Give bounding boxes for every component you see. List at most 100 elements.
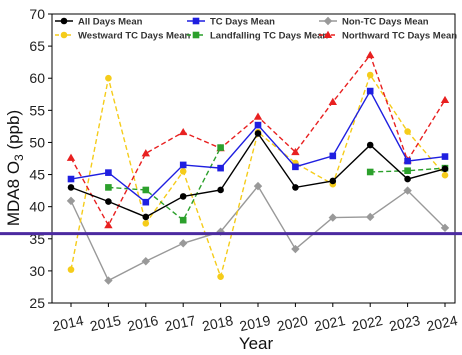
legend-swatch-marker bbox=[192, 17, 200, 25]
data-point bbox=[441, 165, 449, 173]
legend-entry: TC Days Mean bbox=[187, 17, 275, 28]
data-point bbox=[441, 171, 449, 179]
data-point bbox=[254, 130, 262, 137]
plot-frame bbox=[51, 13, 456, 304]
data-point bbox=[66, 196, 76, 206]
x-tick-label: 2018 bbox=[201, 312, 235, 334]
x-tick-label: 2017 bbox=[163, 312, 197, 334]
data-point bbox=[142, 186, 150, 194]
series-line bbox=[108, 147, 222, 222]
legend-entry: Non-TC Days Mean bbox=[319, 17, 429, 28]
data-point bbox=[329, 152, 337, 160]
y-tick-label: 25 bbox=[29, 295, 45, 311]
data-point bbox=[253, 181, 263, 191]
data-point bbox=[105, 198, 112, 205]
data-point bbox=[142, 220, 150, 227]
data-point bbox=[404, 175, 411, 183]
data-point bbox=[105, 74, 112, 82]
data-point bbox=[404, 157, 411, 165]
data-point bbox=[440, 95, 450, 104]
legend-label: TC Days Mean bbox=[210, 17, 275, 28]
data-point bbox=[141, 257, 150, 266]
data-point bbox=[67, 184, 75, 191]
x-axis-title: Year bbox=[239, 334, 274, 353]
data-point bbox=[67, 266, 75, 273]
data-point bbox=[105, 184, 112, 191]
data-point bbox=[217, 144, 224, 151]
data-point bbox=[104, 221, 113, 229]
x-axis-ticks: 2014 2015 2016 2017 2018 2019 2020 2021 2022 2023… bbox=[51, 303, 459, 334]
y-tick-label: 45 bbox=[29, 167, 45, 183]
data-point bbox=[179, 216, 187, 224]
data-point bbox=[217, 186, 224, 194]
series-lines bbox=[66, 50, 450, 285]
legend-entry: Northward TC Days Mean bbox=[319, 31, 457, 42]
y-tick-label: 65 bbox=[29, 38, 45, 54]
series-tc-days-mean bbox=[67, 87, 449, 206]
legend-label: Non-TC Days Mean bbox=[342, 17, 429, 28]
data-point bbox=[217, 164, 224, 172]
x-tick-label: 2024 bbox=[425, 312, 459, 334]
data-point bbox=[292, 163, 299, 171]
data-point bbox=[328, 97, 337, 105]
data-point bbox=[441, 153, 449, 160]
legend-swatch-marker bbox=[323, 30, 333, 38]
data-point bbox=[328, 213, 337, 222]
legend-swatch-marker bbox=[60, 17, 68, 25]
series-line bbox=[70, 53, 446, 227]
data-point bbox=[291, 244, 300, 254]
legend-swatch-marker bbox=[323, 16, 333, 26]
data-point bbox=[366, 212, 375, 222]
series-line bbox=[370, 167, 446, 173]
data-point bbox=[404, 167, 411, 175]
data-point bbox=[179, 161, 187, 169]
data-point bbox=[179, 239, 188, 248]
data-point bbox=[179, 168, 187, 175]
data-point bbox=[329, 177, 337, 185]
legend-swatch-marker bbox=[60, 31, 68, 39]
data-point bbox=[104, 276, 113, 285]
y-tick-label: 50 bbox=[29, 134, 45, 150]
series-westward-tc-days-mean bbox=[67, 71, 449, 280]
y-tick-label: 70 bbox=[29, 6, 45, 22]
data-point bbox=[179, 127, 188, 136]
x-tick-label: 2019 bbox=[238, 312, 272, 334]
series-non-tc-days-mean bbox=[66, 181, 450, 285]
data-point bbox=[141, 149, 150, 157]
series-line bbox=[70, 73, 446, 280]
data-point bbox=[142, 213, 150, 221]
legend-entry: Landfalling TC Days Mean bbox=[187, 31, 328, 42]
data-point bbox=[179, 193, 187, 200]
data-point bbox=[253, 112, 263, 120]
x-tick-label: 2014 bbox=[51, 312, 85, 334]
x-tick-label: 2021 bbox=[313, 312, 347, 334]
data-point bbox=[366, 141, 374, 149]
data-point bbox=[67, 175, 75, 183]
data-point bbox=[217, 273, 224, 280]
legend-label: Landfalling TC Days Mean bbox=[210, 31, 328, 42]
data-point bbox=[292, 184, 299, 191]
data-point bbox=[291, 147, 300, 156]
data-point bbox=[142, 198, 150, 206]
y-tick-label: 60 bbox=[29, 70, 45, 86]
y-tick-label: 55 bbox=[29, 102, 45, 118]
data-point bbox=[366, 87, 374, 95]
legend-label: Northward TC Days Mean bbox=[342, 31, 457, 42]
data-point bbox=[440, 223, 450, 233]
data-point bbox=[366, 50, 375, 59]
data-point bbox=[404, 128, 411, 135]
series-all-days-mean bbox=[67, 130, 449, 221]
legend-entry: Westward TC Days Mean bbox=[55, 31, 190, 42]
data-point bbox=[66, 153, 76, 161]
legend-label: All Days Mean bbox=[78, 17, 143, 28]
x-tick-label: 2022 bbox=[350, 312, 384, 334]
legend-label: Westward TC Days Mean bbox=[78, 31, 190, 42]
x-tick-label: 2015 bbox=[88, 312, 122, 334]
y-tick-label: 30 bbox=[29, 263, 45, 279]
legend: All Days Mean TC Days Mean Non-TC Days Mea… bbox=[55, 17, 457, 42]
data-point bbox=[403, 186, 412, 195]
legend-swatch-marker bbox=[192, 31, 200, 39]
data-point bbox=[254, 121, 262, 129]
